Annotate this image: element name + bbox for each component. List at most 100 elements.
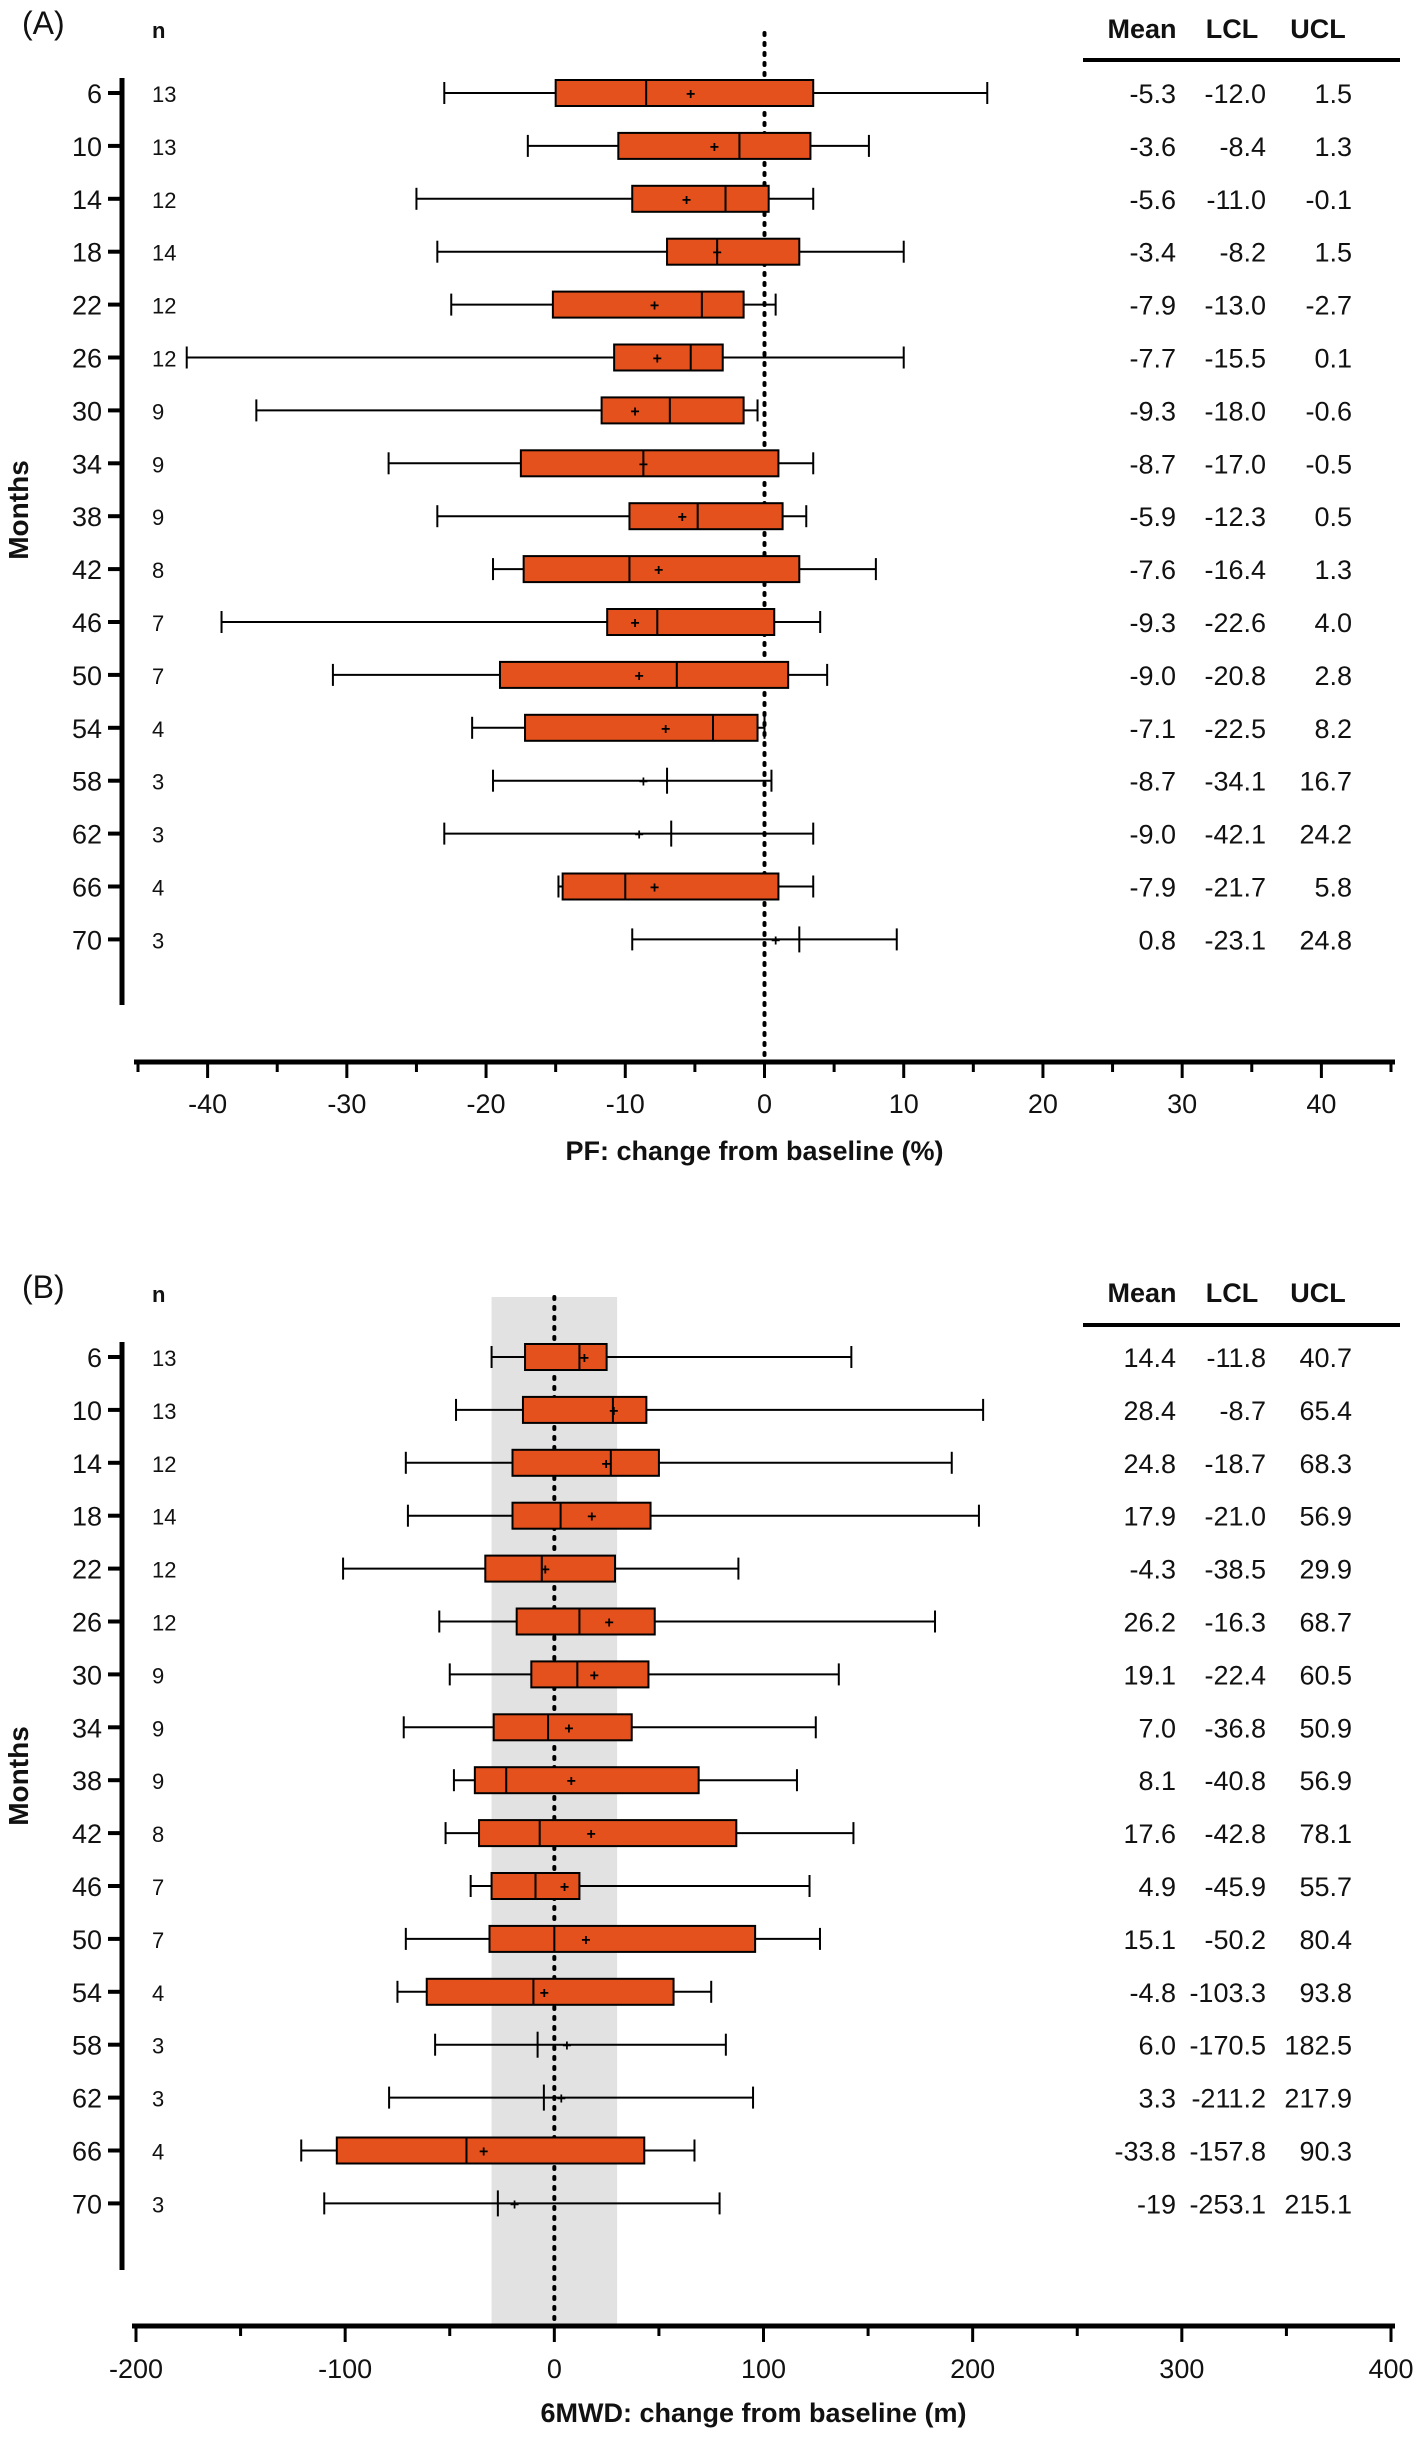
n-value: 14 <box>152 1505 176 1530</box>
iqr-box <box>551 290 745 319</box>
panel-a: (A) Months n Mean LCL UCL 6 13 + -5.3 -12.0 1.5 10 13… <box>3 5 1400 1166</box>
table-lcl-value: -157.8 <box>1189 2137 1266 2167</box>
row-month-26: 26 12 + -7.7 -15.5 0.1 <box>72 343 1352 374</box>
table-ucl-value: 1.5 <box>1314 238 1352 268</box>
table-lcl-value: -42.1 <box>1204 820 1266 850</box>
table-mean-value: -19 <box>1137 2189 1176 2219</box>
n-value: 3 <box>152 770 164 795</box>
row-month-42: 42 8 + -7.6 -16.4 1.3 <box>72 555 1352 585</box>
table-ucl-value: -0.5 <box>1305 449 1352 479</box>
panel-label: (B) <box>22 1269 65 1305</box>
y-tick-label: 10 <box>72 132 102 162</box>
row-month-70: 70 3 + -19 -253.1 215.1 <box>72 2189 1352 2219</box>
row-month-18: 18 14 +17.9 -21.0 56.9 <box>72 1501 1352 1532</box>
table-ucl-value: -0.1 <box>1305 185 1352 215</box>
table-lcl-value: -22.4 <box>1204 1660 1266 1690</box>
table-mean-value: 6.0 <box>1138 2031 1176 2061</box>
n-value: 13 <box>152 1346 176 1371</box>
row-month-54: 54 4 + -4.8 -103.3 93.8 <box>72 1977 1352 2008</box>
table-ucl-value: -0.6 <box>1305 396 1352 426</box>
n-value: 12 <box>152 1452 176 1477</box>
table-mean-value: 3.3 <box>1138 2084 1176 2114</box>
n-value: 7 <box>152 664 164 689</box>
n-value: 3 <box>152 928 164 953</box>
n-value: 4 <box>152 717 164 742</box>
y-tick-label: 70 <box>72 925 102 955</box>
n-value: 7 <box>152 1875 164 1900</box>
iqr-box <box>554 79 815 107</box>
mean-marker: + <box>586 1826 595 1843</box>
y-tick-label: 46 <box>72 1872 102 1902</box>
mean-marker: + <box>653 351 662 368</box>
table-ucl-value: 60.5 <box>1299 1660 1352 1690</box>
n-value: 8 <box>152 558 164 583</box>
row-month-6: 6 13 + -5.3 -12.0 1.5 <box>87 79 1352 109</box>
table-mean-value: -3.6 <box>1129 132 1176 162</box>
iqr-box <box>519 449 780 478</box>
y-tick-label: 26 <box>72 1608 102 1638</box>
row-month-38: 38 9 +8.1 -40.8 56.9 <box>72 1766 1352 1796</box>
table-mean-value: -5.6 <box>1129 185 1176 215</box>
table-header-lcl: LCL <box>1206 14 1258 44</box>
table-lcl-value: -23.1 <box>1204 925 1266 955</box>
mean-marker: + <box>661 721 670 738</box>
y-tick-label: 6 <box>87 79 102 109</box>
table-mean-value: -7.9 <box>1129 873 1176 903</box>
y-tick-label: 34 <box>72 1713 102 1743</box>
row-month-70: 70 3 +0.8 -23.1 24.8 <box>72 925 1352 955</box>
row-month-6: 6 13 +14.4 -11.8 40.7 <box>87 1343 1352 1373</box>
table-mean-value: 4.9 <box>1138 1872 1176 1902</box>
table-mean-value: -7.1 <box>1129 714 1176 744</box>
table-ucl-value: 80.4 <box>1299 1925 1352 1955</box>
iqr-box <box>561 872 780 901</box>
x-tick-label: 0 <box>757 1089 772 1119</box>
n-value: 8 <box>152 1822 164 1847</box>
table-ucl-value: 5.8 <box>1314 873 1352 903</box>
x-tick-label: 20 <box>1028 1089 1058 1119</box>
y-tick-label: 34 <box>72 449 102 479</box>
table-mean-value: 0.8 <box>1138 925 1176 955</box>
table-lcl-value: -13.0 <box>1204 291 1266 321</box>
x-tick-label: 10 <box>889 1089 919 1119</box>
iqr-box <box>473 1766 700 1795</box>
table-ucl-value: 2.8 <box>1314 661 1352 691</box>
table-ucl-value: 0.5 <box>1314 502 1352 532</box>
n-value: 9 <box>152 505 164 530</box>
mean-marker: + <box>564 1720 573 1737</box>
x-tick-label: 300 <box>1159 2354 1204 2384</box>
y-tick-label: 38 <box>72 502 102 532</box>
table-mean-value: -9.3 <box>1129 608 1176 638</box>
iqr-box <box>631 184 770 213</box>
x-axis-title: 6MWD: change from baseline (m) <box>540 2398 966 2428</box>
mean-marker: + <box>590 1667 599 1684</box>
table-lcl-value: -12.0 <box>1204 79 1266 109</box>
x-tick-label: -30 <box>327 1089 366 1119</box>
mean-marker: + <box>712 245 721 262</box>
iqr-box <box>521 1395 648 1424</box>
table-ucl-value: 56.9 <box>1299 1766 1352 1796</box>
table-mean-value: -3.4 <box>1129 238 1176 268</box>
table-mean-value: -33.8 <box>1114 2137 1176 2167</box>
table-ucl-value: 56.9 <box>1299 1502 1352 1532</box>
mean-marker: + <box>560 1879 569 1896</box>
table-header-ucl: UCL <box>1290 14 1346 44</box>
mean-marker: + <box>587 1509 596 1526</box>
y-tick-label: 50 <box>72 1925 102 1955</box>
table-lcl-value: -36.8 <box>1204 1713 1266 1743</box>
table-lcl-value: -45.9 <box>1204 1872 1266 1902</box>
table-ucl-value: 40.7 <box>1299 1343 1352 1373</box>
y-tick-label: 54 <box>72 1978 102 2008</box>
x-tick-label: -20 <box>467 1089 506 1119</box>
y-tick-label: 66 <box>72 873 102 903</box>
table-lcl-value: -21.0 <box>1204 1502 1266 1532</box>
table-mean-value: 28.4 <box>1123 1396 1176 1426</box>
table-mean-value: -8.7 <box>1129 449 1176 479</box>
y-tick-label: 22 <box>72 1555 102 1585</box>
table-lcl-value: -103.3 <box>1189 1978 1266 2008</box>
y-axis-title: Months <box>3 1726 34 1826</box>
table-ucl-value: 8.2 <box>1314 714 1352 744</box>
table-lcl-value: -8.7 <box>1219 1396 1266 1426</box>
table-lcl-value: -20.8 <box>1204 661 1266 691</box>
mean-marker: + <box>562 2038 571 2055</box>
mean-marker: + <box>650 298 659 315</box>
